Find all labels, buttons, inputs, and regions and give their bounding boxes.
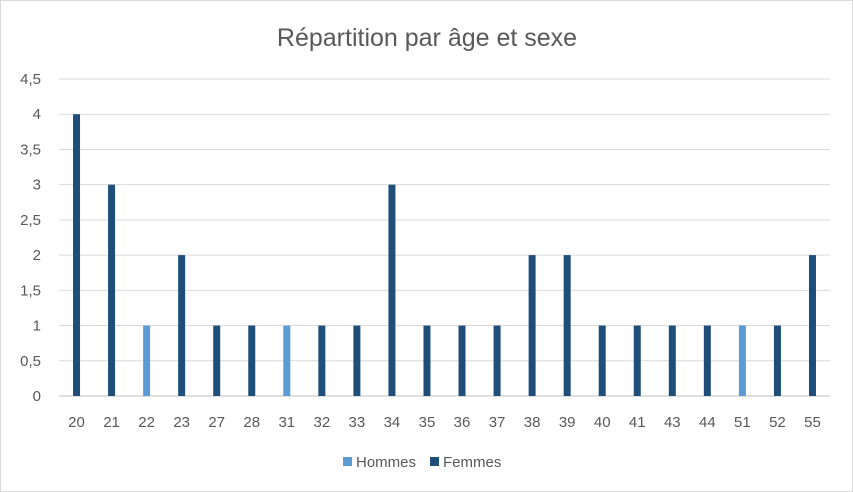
- chart-title: Répartition par âge et sexe: [277, 24, 577, 52]
- x-tick-label: 33: [349, 414, 366, 431]
- bar-femmes-36: [458, 325, 466, 396]
- x-tick-label: 55: [804, 414, 821, 431]
- bar-hommes-22: [143, 325, 151, 396]
- bar-femmes-27: [213, 325, 221, 396]
- x-tick-label: 38: [524, 414, 541, 431]
- bar-femmes-20: [73, 114, 81, 396]
- y-tick-label: 3,5: [20, 141, 41, 158]
- x-tick-label: 23: [173, 414, 190, 431]
- x-tick-label: 31: [278, 414, 295, 431]
- bar-femmes-37: [493, 325, 501, 396]
- x-tick-label: 35: [419, 414, 436, 431]
- bar-femmes-39: [563, 255, 571, 396]
- gridlines: [59, 78, 830, 397]
- bar-femmes-40: [598, 325, 606, 396]
- y-tick-label: 4,5: [20, 71, 41, 88]
- y-tick-label: 0,5: [20, 353, 41, 370]
- bars: [73, 114, 816, 396]
- bar-femmes-28: [248, 325, 256, 396]
- x-tick-label: 44: [699, 414, 716, 431]
- y-tick-label: 2,5: [20, 212, 41, 229]
- x-tick-label: 43: [664, 414, 681, 431]
- legend: Hommes Femmes: [343, 454, 501, 471]
- legend-swatch-hommes: [343, 457, 352, 466]
- bar-femmes-38: [528, 255, 536, 396]
- x-tick-label: 20: [68, 414, 85, 431]
- legend-label-femmes: Femmes: [443, 454, 501, 471]
- legend-swatch-femmes: [430, 457, 440, 466]
- x-tick-label: 21: [103, 414, 120, 431]
- x-tick-label: 41: [629, 414, 646, 431]
- x-axis: 20 21 22 23 27 28 31 32 33 34 35 36 37 38 39 40 41 43 44 51…: [68, 414, 821, 431]
- bar-femmes-32: [318, 325, 326, 396]
- x-tick-label: 37: [489, 414, 506, 431]
- y-axis: 0 0,5 1 1,5 2 2,5 3 3,5 4 4,5: [20, 71, 41, 405]
- bar-femmes-23: [178, 255, 186, 396]
- bar-femmes-41: [633, 325, 641, 396]
- bar-femmes-55: [808, 255, 816, 396]
- bar-femmes-21: [108, 184, 116, 396]
- x-tick-label: 34: [384, 414, 401, 431]
- x-tick-label: 52: [769, 414, 786, 431]
- y-tick-label: 2: [33, 247, 41, 264]
- y-tick-label: 1: [33, 318, 41, 335]
- bar-femmes-35: [423, 325, 431, 396]
- bar-hommes-51: [738, 325, 746, 396]
- x-tick-label: 28: [243, 414, 260, 431]
- x-tick-label: 36: [454, 414, 471, 431]
- x-tick-label: 27: [208, 414, 225, 431]
- x-tick-label: 22: [138, 414, 155, 431]
- y-tick-label: 3: [33, 177, 41, 194]
- bar-femmes-33: [353, 325, 361, 396]
- x-tick-label: 51: [734, 414, 751, 431]
- y-tick-label: 4: [33, 106, 41, 123]
- y-tick-label: 1,5: [20, 282, 41, 299]
- y-tick-label: 0: [33, 388, 41, 405]
- bar-femmes-43: [668, 325, 676, 396]
- x-tick-label: 39: [559, 414, 576, 431]
- bar-femmes-34: [388, 184, 396, 396]
- bar-femmes-44: [703, 325, 711, 396]
- bar-hommes-31: [283, 325, 291, 396]
- legend-label-hommes: Hommes: [356, 454, 416, 471]
- bar-femmes-52: [773, 325, 781, 396]
- x-tick-label: 32: [313, 414, 330, 431]
- x-tick-label: 40: [594, 414, 611, 431]
